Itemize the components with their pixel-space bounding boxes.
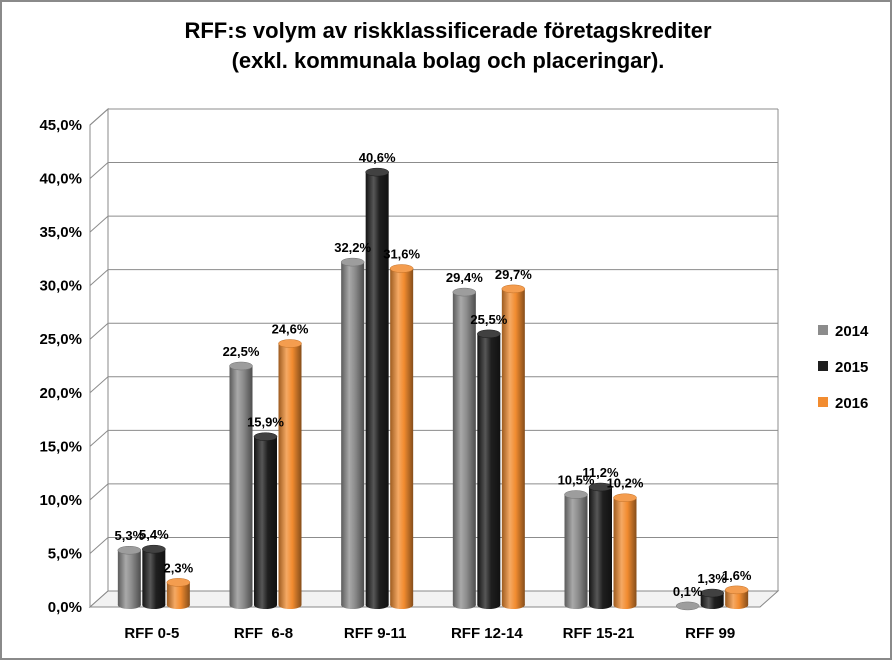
data-label: 25,5%	[470, 312, 507, 327]
side-wall	[89, 107, 109, 609]
data-label: 31,6%	[383, 247, 420, 262]
gridline	[89, 429, 778, 447]
legend: 2014 2015 2016	[818, 323, 869, 412]
category-label: RFF 6-8	[234, 625, 293, 642]
gridline	[89, 162, 778, 179]
y-tick-label: 0,0%	[48, 599, 82, 616]
data-label: 29,7%	[495, 267, 532, 282]
bar	[700, 588, 724, 609]
bar	[477, 329, 501, 609]
gridline	[89, 108, 778, 126]
data-label: 2,3%	[164, 560, 194, 575]
data-label: 5,4%	[139, 527, 169, 542]
bar	[166, 578, 191, 609]
gridline	[89, 483, 778, 501]
data-label: 10,2%	[607, 476, 644, 491]
bar	[501, 284, 526, 609]
chart-title-line-1: RFF:s volym av riskklassificerade företa…	[184, 18, 712, 43]
legend-swatch	[818, 361, 828, 371]
bar	[613, 493, 637, 609]
bar	[564, 490, 588, 609]
chart-title: RFF:s volym av riskklassificerade företa…	[2, 16, 892, 76]
data-label: 15,9%	[247, 415, 284, 430]
y-tick-label: 40,0%	[39, 171, 82, 188]
gridline	[89, 322, 778, 340]
data-label: 1,3%	[697, 571, 727, 586]
category-label: RFF 12-14	[451, 625, 523, 642]
plot-walls	[88, 107, 780, 609]
category-label: RFF 99	[685, 625, 735, 642]
legend-label: 2015	[835, 359, 868, 376]
legend-swatch	[818, 397, 828, 407]
legend-label: 2016	[835, 395, 868, 412]
data-label: 29,4%	[446, 270, 483, 285]
y-tick-label: 10,0%	[39, 492, 82, 509]
bar	[229, 361, 253, 609]
y-axis-ticks: 0,0% 5,0% 10,0% 15,0% 20,0% 25,0% 30,0% 35,0% 40…	[39, 117, 82, 616]
category-label: RFF 0-5	[124, 625, 179, 642]
data-label: 10,5%	[558, 473, 595, 488]
data-label: 1,6%	[722, 568, 752, 583]
data-label: 0,1%	[673, 584, 703, 599]
y-tick-label: 35,0%	[39, 224, 82, 241]
gridline	[89, 536, 778, 554]
bar	[253, 432, 278, 609]
y-tick-label: 20,0%	[39, 385, 82, 402]
category-label: RFF 9-11	[344, 625, 407, 642]
bar	[142, 544, 166, 609]
gridline	[89, 269, 778, 287]
data-labels: 5,3%5,4% 2,3% 22,5% 15,9% 24,6% 32,2% 40,6% 31,…	[115, 150, 752, 599]
gridline	[89, 376, 778, 394]
bar	[724, 585, 749, 609]
bar	[340, 257, 365, 609]
bar	[365, 167, 389, 609]
data-label: 40,6%	[359, 150, 396, 165]
bar	[389, 264, 414, 609]
category-labels: RFF 0-5 RFF 6-8 RFF 9-11 RFF 12-14 RFF 15-21…	[124, 625, 735, 642]
data-label: 11,2%	[582, 465, 619, 480]
gridlines	[89, 108, 779, 591]
gridline	[89, 215, 778, 233]
y-tick-label: 15,0%	[39, 438, 82, 455]
bars	[117, 167, 749, 611]
legend-label: 2014	[835, 323, 869, 340]
y-tick-label: 45,0%	[39, 117, 82, 134]
bar	[675, 601, 700, 611]
data-label: 32,2%	[334, 240, 371, 255]
data-label: 22,5%	[223, 344, 260, 359]
y-tick-label: 5,0%	[48, 545, 82, 562]
bar	[588, 482, 613, 609]
data-label: 24,6%	[272, 322, 309, 337]
y-tick-label: 25,0%	[39, 331, 82, 348]
bar	[117, 545, 142, 609]
chart-title-line-2: (exkl. kommunala bolag och placeringar).	[231, 48, 665, 73]
bar	[452, 287, 477, 609]
data-label: 5,3%	[115, 528, 145, 543]
category-label: RFF 15-21	[563, 625, 635, 642]
legend-swatch	[818, 325, 828, 335]
bar	[278, 339, 302, 609]
y-tick-label: 30,0%	[39, 278, 82, 295]
